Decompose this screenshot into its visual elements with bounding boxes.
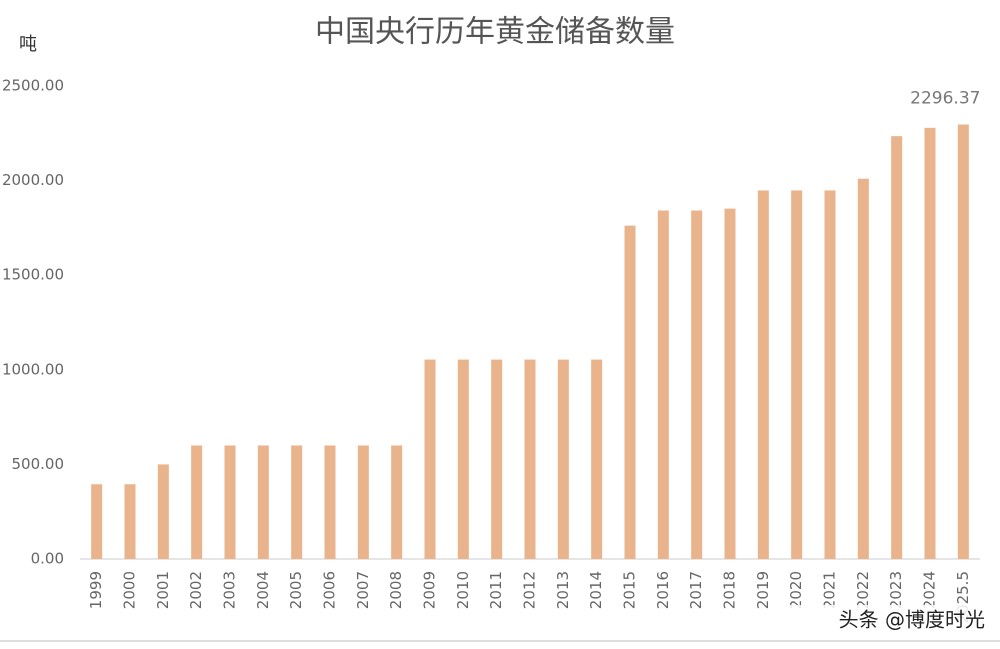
y-tick-label: 1500.00: [2, 266, 64, 284]
y-tick-label: 0.00: [31, 550, 64, 568]
y-tick-label: 500.00: [12, 455, 65, 473]
x-tick-label: 2010: [454, 571, 472, 609]
bar: [524, 359, 536, 559]
x-tick-label: 2020: [787, 571, 805, 609]
x-tick-label: 2017: [687, 571, 705, 609]
x-tick-label: 2014: [587, 571, 605, 609]
bar: [157, 464, 169, 559]
bar: [257, 445, 269, 559]
x-tick-label: 2019: [754, 571, 772, 609]
bar: [557, 359, 569, 559]
bar: [791, 190, 803, 559]
x-tick-label: 2018: [721, 571, 739, 609]
bar: [691, 210, 703, 560]
x-tick-label: 2012: [521, 571, 539, 609]
bar: [857, 178, 869, 559]
bar: [291, 445, 303, 559]
y-axis-unit: 吨: [19, 34, 37, 55]
x-tick-label: 2002: [187, 571, 205, 609]
bar: [724, 208, 736, 559]
y-tick-label: 2500.00: [2, 77, 64, 95]
data-label: 2296.37: [910, 89, 980, 109]
x-tick-label: 2022: [854, 571, 872, 609]
y-tick-label: 2000.00: [2, 171, 64, 189]
bar: [457, 359, 469, 559]
bar: [924, 127, 936, 559]
x-tick-label: 1999: [87, 571, 105, 609]
x-tick-label: 2004: [254, 571, 272, 609]
bar: [657, 210, 669, 560]
watermark: 头条 @博度时光: [839, 608, 985, 632]
x-tick-label: 2016: [654, 571, 672, 609]
bar: [591, 359, 603, 559]
x-tick-label: 2021: [821, 571, 839, 609]
x-tick-label: 2008: [387, 571, 405, 609]
bar: [957, 124, 969, 559]
watermark-background: [790, 605, 990, 637]
bar: [624, 225, 636, 560]
x-tick-label: 2006: [321, 571, 339, 609]
x-tick-label: 2005: [287, 571, 305, 609]
x-tick-label: 2013: [554, 571, 572, 609]
bar: [324, 445, 336, 559]
bar: [391, 445, 403, 559]
bar: [357, 445, 369, 559]
x-tick-label: 2011: [487, 571, 505, 609]
x-tick-label: 2003: [221, 571, 239, 609]
x-tick-label: 2000: [121, 571, 139, 609]
chart-title: 中国央行历年黄金储备数量: [315, 15, 675, 50]
bar: [824, 190, 836, 559]
x-tick-label: 2024: [921, 571, 939, 609]
bar: [891, 136, 903, 559]
x-tick-label: 2023: [887, 571, 905, 609]
bar: [424, 359, 436, 559]
x-tick-label: 2001: [154, 571, 172, 609]
y-tick-label: 1000.00: [2, 360, 64, 378]
bar: [757, 190, 769, 559]
x-tick-label: 2007: [354, 571, 372, 609]
bar: [91, 484, 103, 559]
x-tick-label: 2015: [621, 571, 639, 609]
bar: [224, 445, 236, 559]
bar: [491, 359, 503, 559]
x-tick-label: 2009: [421, 571, 439, 609]
bar: [124, 484, 136, 559]
bar: [191, 445, 203, 559]
